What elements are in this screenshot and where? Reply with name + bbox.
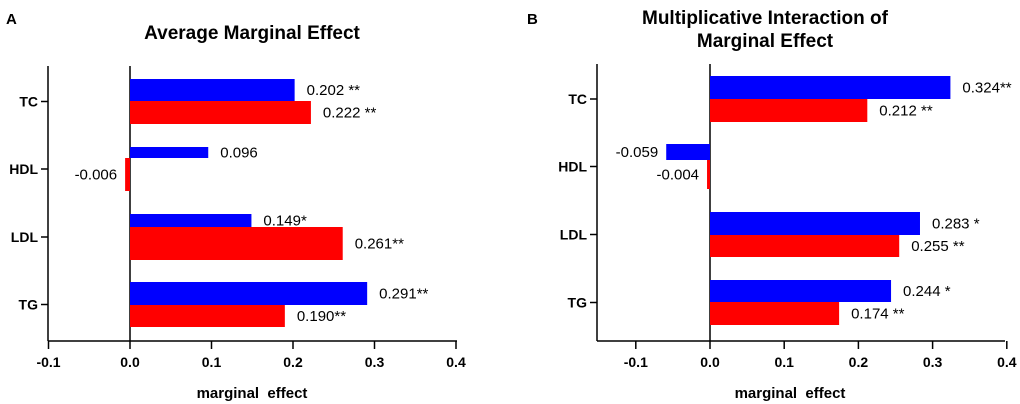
category-label-tc: TC bbox=[19, 94, 38, 110]
category-label-ldl: LDL bbox=[560, 227, 588, 243]
panel-b-label: B bbox=[527, 11, 538, 28]
bar-tc-red bbox=[710, 99, 868, 122]
panel-a-x-axis-title: marginal effect bbox=[197, 385, 308, 402]
x-tick-label: -0.1 bbox=[36, 354, 60, 370]
data-label-ldl-red: 0.261** bbox=[355, 236, 404, 253]
category-label-tc: TC bbox=[568, 91, 587, 107]
data-label-tg-blue: 0.244 * bbox=[903, 283, 951, 300]
data-label-tc-blue: 0.324** bbox=[962, 80, 1011, 97]
panel-a-title: Average Marginal Effect bbox=[144, 23, 360, 44]
panel-b-data-labels: 0.324** 0.212 ** -0.059 -0.004 0.283 * 0.255 … bbox=[616, 80, 1012, 323]
panel-a: A Average Marginal Effect marginal effec… bbox=[6, 11, 466, 402]
panel-a-label: A bbox=[6, 11, 17, 28]
data-label-hdl-blue: -0.059 bbox=[616, 144, 659, 161]
category-label-tg: TG bbox=[19, 297, 39, 313]
x-tick-label: 0.1 bbox=[202, 354, 222, 370]
x-tick-label: 0.4 bbox=[446, 354, 466, 370]
x-tick-label: 0.2 bbox=[849, 354, 869, 370]
x-tick-label: -0.1 bbox=[624, 354, 648, 370]
x-tick-label: 0.2 bbox=[283, 354, 303, 370]
data-label-tc-blue: 0.202 ** bbox=[307, 82, 361, 99]
category-label-tg: TG bbox=[568, 295, 588, 311]
data-label-hdl-red: -0.004 bbox=[656, 167, 699, 184]
bar-tg-blue bbox=[710, 280, 892, 302]
panel-b-title-line-1: Multiplicative Interaction of bbox=[642, 8, 889, 29]
panel-b-bars bbox=[666, 76, 951, 325]
x-tick-label: 0.0 bbox=[700, 354, 720, 370]
panel-b-x-axis-title: marginal effect bbox=[735, 385, 846, 402]
panel-a-data-labels: 0.202 ** 0.222 ** 0.096 -0.006 0.149* 0.261**… bbox=[75, 82, 429, 325]
panel-a-x-ticks: -0.1 0.0 0.1 0.2 0.3 0.4 bbox=[36, 341, 466, 370]
bar-tc-blue bbox=[130, 79, 295, 101]
panel-b-category-labels: TC HDL LDL TG bbox=[558, 91, 597, 311]
bar-hdl-blue bbox=[130, 147, 209, 158]
bar-ldl-red bbox=[710, 235, 900, 257]
data-label-tc-red: 0.212 ** bbox=[879, 103, 933, 120]
panel-b-title-line-2: Marginal Effect bbox=[697, 31, 834, 52]
x-tick-label: 0.4 bbox=[997, 354, 1017, 370]
bar-ldl-blue bbox=[710, 212, 920, 235]
data-label-hdl-red: -0.006 bbox=[75, 167, 118, 184]
data-label-tg-red: 0.190** bbox=[297, 308, 346, 325]
category-label-hdl: HDL bbox=[558, 159, 587, 175]
data-label-ldl-blue: 0.283 * bbox=[932, 216, 980, 233]
panel-a-category-labels: TC HDL LDL TG bbox=[9, 94, 48, 313]
data-label-hdl-blue: 0.096 bbox=[220, 145, 258, 162]
bar-tg-blue bbox=[130, 282, 368, 305]
bar-hdl-blue bbox=[666, 144, 710, 160]
x-tick-label: 0.1 bbox=[774, 354, 794, 370]
bar-tc-blue bbox=[710, 76, 951, 99]
panel-a-bars bbox=[125, 79, 368, 327]
bar-tg-red bbox=[710, 302, 840, 325]
x-tick-label: 0.3 bbox=[365, 354, 385, 370]
data-label-tc-red: 0.222 ** bbox=[323, 105, 377, 122]
x-tick-label: 0.0 bbox=[120, 354, 140, 370]
bar-tg-red bbox=[130, 305, 285, 327]
category-label-ldl: LDL bbox=[11, 229, 39, 245]
data-label-ldl-blue: 0.149* bbox=[263, 213, 307, 230]
data-label-ldl-red: 0.255 ** bbox=[911, 238, 965, 255]
bar-ldl-blue bbox=[130, 214, 252, 227]
bar-tc-red bbox=[130, 101, 311, 124]
panel-b-x-ticks: -0.1 0.0 0.1 0.2 0.3 0.4 bbox=[624, 341, 1017, 370]
bar-ldl-red bbox=[130, 227, 343, 260]
data-label-tg-blue: 0.291** bbox=[379, 286, 428, 303]
category-label-hdl: HDL bbox=[9, 161, 38, 177]
bar-hdl-red bbox=[707, 160, 710, 189]
x-tick-label: 0.3 bbox=[923, 354, 943, 370]
bar-hdl-red bbox=[125, 158, 130, 191]
panel-b: B Multiplicative Interaction of Marginal… bbox=[527, 8, 1017, 402]
data-label-tg-red: 0.174 ** bbox=[851, 306, 905, 323]
